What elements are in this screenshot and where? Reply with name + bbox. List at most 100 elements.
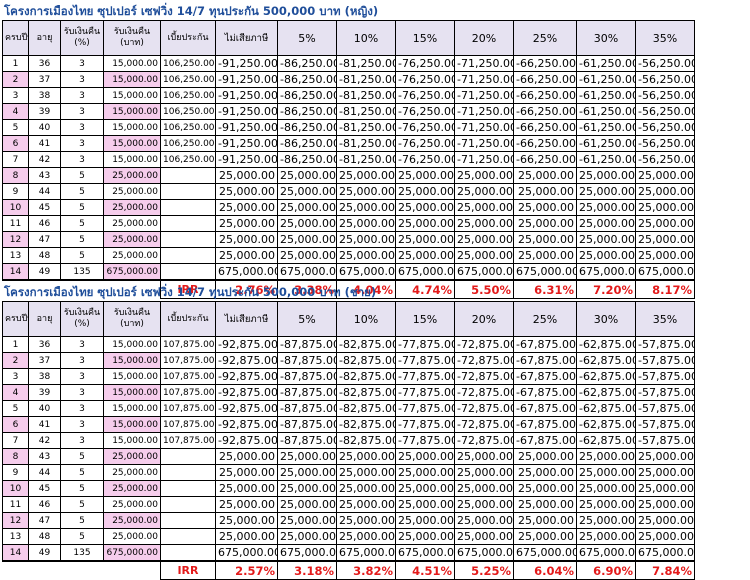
header-refund-pct: รับเงินคืน(%) [61,21,104,56]
cell-cashflow: -91,250.00 [216,152,278,168]
cell-year: 10 [3,481,29,497]
cell-cashflow: 25,000.00 [455,184,514,200]
cell-cashflow: 25,000.00 [337,513,396,529]
cell-cashflow: -66,250.00 [514,104,577,120]
cell-cashflow: -71,250.00 [455,120,514,136]
cell-refund-baht: 15,000.00 [104,369,161,385]
irr-spacer [3,561,161,580]
cell-cashflow: 25,000.00 [577,200,636,216]
cell-cashflow: -66,250.00 [514,152,577,168]
cell-age: 48 [29,248,61,264]
cell-age: 45 [29,481,61,497]
cell-cashflow: 25,000.00 [396,513,455,529]
cell-cashflow: -92,875.00 [216,337,278,353]
cell-cashflow: -76,250.00 [396,88,455,104]
cell-cashflow: -56,250.00 [636,136,695,152]
cell-age: 40 [29,401,61,417]
cell-cashflow: -86,250.00 [278,136,337,152]
cell-cashflow: 25,000.00 [514,200,577,216]
header-rate: 5% [278,21,337,56]
cell-cashflow: -67,875.00 [514,385,577,401]
cell-cashflow: -71,250.00 [455,152,514,168]
table-title: โครงการเมืองไทย ซุปเปอร์ เซฟวิ่ง 14/7 ทุ… [2,2,748,20]
cell-cashflow: 25,000.00 [514,168,577,184]
cell-refund-pct: 3 [61,369,104,385]
cell-cashflow: -91,250.00 [216,88,278,104]
cell-cashflow: -61,250.00 [577,120,636,136]
cell-premium [161,264,216,281]
cell-cashflow: -72,875.00 [455,417,514,433]
cell-cashflow: 25,000.00 [216,529,278,545]
header-no-tax: ไม่เสียภาษี [216,21,278,56]
cell-cashflow: 25,000.00 [577,497,636,513]
cell-cashflow: -82,875.00 [337,433,396,449]
cell-cashflow: 25,000.00 [337,248,396,264]
cell-refund-baht: 25,000.00 [104,248,161,264]
cell-premium [161,481,216,497]
cell-premium [161,449,216,465]
cell-refund-baht: 15,000.00 [104,72,161,88]
cell-cashflow: -72,875.00 [455,385,514,401]
cell-cashflow: 675,000.00 [216,545,278,562]
header-rate: 15% [396,21,455,56]
cell-cashflow: -87,875.00 [278,417,337,433]
cell-premium [161,513,216,529]
header-refund-baht-line1: รับเงินคืน [114,308,150,318]
header-year: ครบปีที่ [3,302,29,337]
cell-cashflow: -77,875.00 [396,337,455,353]
cell-cashflow: 25,000.00 [216,513,278,529]
table-title: โครงการเมืองไทย ซุปเปอร์ เซฟวิ่ง 14/7 ทุ… [2,283,748,301]
cell-premium [161,216,216,232]
cell-cashflow: 25,000.00 [396,184,455,200]
cell-refund-baht: 15,000.00 [104,401,161,417]
cell-refund-baht: 25,000.00 [104,184,161,200]
cell-cashflow: 25,000.00 [278,449,337,465]
cell-age: 45 [29,200,61,216]
cell-cashflow: -71,250.00 [455,104,514,120]
cell-refund-baht: 25,000.00 [104,216,161,232]
cell-premium [161,529,216,545]
cell-age: 36 [29,56,61,72]
cell-age: 37 [29,72,61,88]
cell-cashflow: 25,000.00 [337,168,396,184]
cell-premium: 107,875.00 [161,417,216,433]
cell-premium: 106,250.00 [161,88,216,104]
irr-value: 5.25% [455,561,514,580]
cell-cashflow: -72,875.00 [455,433,514,449]
cell-cashflow: -56,250.00 [636,104,695,120]
cell-cashflow: -66,250.00 [514,72,577,88]
cell-cashflow: 675,000.00 [455,545,514,562]
cell-cashflow: 675,000.00 [514,264,577,281]
cell-year: 2 [3,353,29,369]
cell-cashflow: 25,000.00 [396,200,455,216]
cell-year: 5 [3,120,29,136]
cell-cashflow: -71,250.00 [455,136,514,152]
cell-cashflow: -61,250.00 [577,104,636,120]
cell-cashflow: -61,250.00 [577,88,636,104]
cell-cashflow: -86,250.00 [278,152,337,168]
header-rate: 10% [337,302,396,337]
header-row: ครบปีที่อายุรับเงินคืน(%)รับเงินคืน(บาท)… [3,21,750,56]
cell-age: 40 [29,120,61,136]
cell-cashflow: -57,875.00 [636,337,695,353]
cell-cashflow: -67,875.00 [514,433,577,449]
header-refund-baht: รับเงินคืน(บาท) [104,21,161,56]
cell-cashflow: 25,000.00 [278,497,337,513]
cell-refund-baht: 15,000.00 [104,56,161,72]
cell-cashflow: -77,875.00 [396,401,455,417]
cell-refund-baht: 25,000.00 [104,529,161,545]
cell-cashflow: 25,000.00 [278,513,337,529]
cell-cashflow: 25,000.00 [514,481,577,497]
cell-year: 9 [3,465,29,481]
cell-cashflow: -92,875.00 [216,417,278,433]
cell-age: 49 [29,545,61,562]
cell-cashflow: -62,875.00 [577,385,636,401]
cell-cashflow: 675,000.00 [455,264,514,281]
cell-cashflow: 25,000.00 [455,248,514,264]
